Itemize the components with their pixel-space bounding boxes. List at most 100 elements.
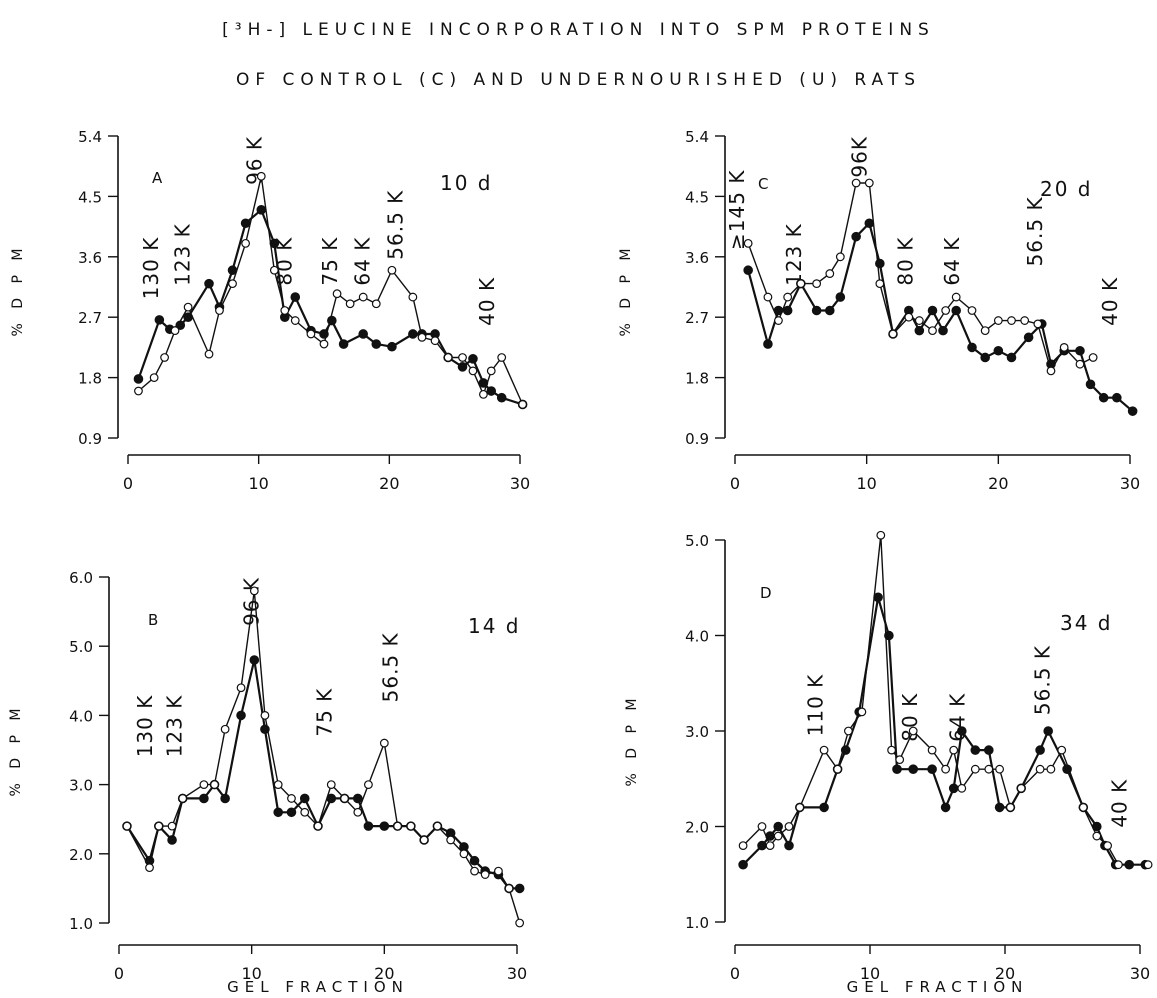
panel-d-filled-point <box>1043 726 1053 736</box>
panel-c-open-point <box>914 316 924 325</box>
panel-d-filled-point <box>970 745 981 755</box>
panel-d-open-point <box>876 530 886 540</box>
figure-title-line1: [³H-] LEUCINE INCORPORATION INTO SPM PRO… <box>222 20 935 40</box>
panel-c-x-tick-label: 20 <box>988 474 1008 493</box>
panel-d-filled-point <box>983 745 994 755</box>
panel-c-filled-point <box>1006 352 1017 363</box>
panel-d-open-point <box>757 822 767 831</box>
panel-a-filled-point <box>154 315 165 325</box>
panel-a-open-point <box>345 299 355 309</box>
panel-d-open-point <box>738 841 748 850</box>
panel-b-mw-annotation: 130 K <box>133 695 157 758</box>
panel-d-x-tick-label: 30 <box>1130 964 1150 983</box>
panel-d-y-tick-label: 2.0 <box>685 819 709 837</box>
panel-a-open-point <box>160 353 169 362</box>
panel-b-filled-point <box>220 793 230 804</box>
panel-d-open-point <box>1006 803 1015 812</box>
panel-b-y-tick-label: 6.0 <box>69 569 93 587</box>
panel-d-filled-point <box>994 802 1005 813</box>
panel-a-x-tick-label: 30 <box>510 474 530 493</box>
panel-b-open-point <box>300 807 310 817</box>
panel-c-y-tick-label: 1.8 <box>685 370 709 388</box>
panel-c-open-point <box>1020 316 1030 325</box>
panel-a-mw-annotation: 56.5 K <box>383 190 407 260</box>
panel-c-open-point <box>1075 359 1085 369</box>
panel-b-y-tick-label: 3.0 <box>69 777 93 795</box>
panel-c-filled-point <box>824 305 835 316</box>
panel-b-filled-point <box>273 807 283 818</box>
figure-title-line2: OF CONTROL (C) AND UNDERNOURISHED (U) RA… <box>235 70 922 90</box>
panel-c-open-point <box>1059 343 1069 352</box>
panel-a-open-point <box>241 238 251 248</box>
panel-a-filled-point <box>457 362 468 372</box>
panel-d-open-point <box>1092 831 1102 841</box>
panel-a-filled-point <box>408 329 418 339</box>
panel-b-mw-annotation: 75 K <box>312 688 336 737</box>
panel-b-open-point <box>154 821 164 831</box>
panel-c-open-point <box>993 316 1003 325</box>
panel-b-filled-point <box>199 793 209 804</box>
panel-c-filled-point <box>811 305 822 316</box>
panel-a-mw-annotation: 75 K <box>318 237 342 286</box>
panel-c-open-point <box>743 238 753 248</box>
panel-c-open-point <box>774 316 783 325</box>
panel-a-x-tick-label: 10 <box>248 474 268 493</box>
panel-d-mw-annotation: 64 K <box>946 693 970 742</box>
panel-a-open-point <box>358 292 368 302</box>
panel-a-open-point <box>479 389 488 399</box>
panel-d-open-point <box>927 745 937 755</box>
panel-c-open-point <box>1033 319 1043 329</box>
panel-b-open-point <box>199 780 209 789</box>
panel-d-open-point <box>1103 841 1112 850</box>
panel-b-open-point <box>459 849 469 859</box>
panel-c-filled-point <box>951 305 961 316</box>
panel-a-y-tick-label: 0.9 <box>78 430 102 448</box>
panel-b-open-point <box>470 866 479 876</box>
panel-a-open-point <box>256 171 266 181</box>
panel-b-open-point <box>480 870 490 879</box>
panel-b-filled-point <box>514 883 525 894</box>
panel-d-letter: D <box>760 584 772 602</box>
panel-b-x-tick-label: 30 <box>507 964 527 983</box>
panel-a-filled-point <box>290 292 301 302</box>
panel-a-open-point <box>269 265 279 275</box>
panel-b-filled-point <box>352 793 363 804</box>
panel-a-open-point <box>183 302 193 312</box>
panel-d-filled-point <box>819 802 829 813</box>
panel-b-filled-point <box>286 807 297 818</box>
panel-b-open-point <box>145 863 154 873</box>
panel-d-open-point <box>887 745 896 755</box>
panel-d-filled-point <box>892 764 902 774</box>
panel-b-filled-point <box>469 855 480 866</box>
panel-d-filled-point <box>927 764 937 774</box>
panel-c-y-tick-label: 0.9 <box>685 430 709 448</box>
panel-c-filled-point <box>1085 379 1096 390</box>
panel-d-x-tick-label: 10 <box>860 964 880 983</box>
panel-a-filled-point <box>240 218 251 229</box>
panel-d-open-point <box>949 745 959 755</box>
panel-d-open-point <box>970 764 980 774</box>
panel-b-open-point <box>220 724 230 734</box>
panel-a-y-tick-label: 3.6 <box>78 249 102 267</box>
panel-d-filled-point <box>757 840 767 851</box>
panel-a-open-point <box>430 336 440 346</box>
panel-a-x-tick-label: 0 <box>123 474 133 493</box>
panel-a-open-point <box>204 349 214 359</box>
panel-a-mw-annotation: 64 K <box>351 237 375 286</box>
panel-a-filled-point <box>358 329 368 339</box>
panel-b-age-label: 14 d <box>468 614 521 638</box>
panel-c-y-tick-label: 5.4 <box>685 128 709 146</box>
panel-c-mw-annotation: 40 K <box>1098 277 1122 326</box>
panel-a-open-point <box>408 292 418 302</box>
panel-b-filled-point <box>299 793 310 804</box>
panel-d-open-point <box>1113 860 1123 870</box>
panel-b-x-tick-label: 20 <box>374 964 394 983</box>
panel-d-open-point <box>895 755 905 765</box>
panel-b-letter: B <box>148 611 158 629</box>
panel-c-filled-point <box>835 292 846 302</box>
panel-d-open-point <box>1057 745 1067 755</box>
panel-a-x-tick-label: 20 <box>379 474 399 493</box>
panel-b-open-point <box>353 807 363 817</box>
panel-a-open-point <box>468 366 478 376</box>
panel-b-y-tick-label: 4.0 <box>69 707 93 725</box>
